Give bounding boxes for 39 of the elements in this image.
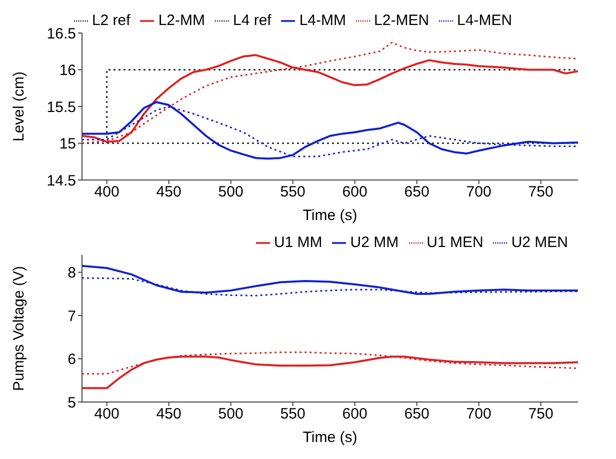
y-tick-label: 15	[59, 136, 76, 153]
legend-label: L4 ref	[232, 12, 272, 29]
x-tick-label: 550	[280, 406, 306, 423]
x-tick-label: 600	[342, 184, 368, 201]
legend-label: U2 MM	[350, 234, 399, 251]
y-tick-label: 6	[68, 351, 76, 368]
legend-label: L4-MM	[299, 12, 346, 29]
x-tick-label: 550	[280, 184, 306, 201]
legend-label: L2 ref	[92, 12, 130, 29]
y-tick-label: 16.5	[46, 25, 76, 42]
x-tick-label: 650	[404, 184, 430, 201]
x-tick-label: 750	[528, 406, 554, 423]
y-tick-label: 8	[68, 264, 76, 282]
legend-label: U2 MEN	[511, 234, 568, 251]
x-tick-label: 450	[156, 184, 182, 201]
legend-label: U1 MM	[274, 234, 322, 251]
x-tick-label: 400	[94, 406, 120, 423]
y-tick-label: 7	[68, 308, 76, 325]
y-tick-label: 15.5	[46, 98, 76, 116]
y-tick-label: 5	[68, 394, 76, 412]
x-tick-label: 500	[218, 406, 244, 423]
x-axis-title: Time (s)	[302, 429, 358, 446]
y-axis-title: Level (cm)	[10, 71, 28, 142]
legend-label: L2-MEN	[374, 12, 430, 29]
x-tick-label: 700	[466, 406, 492, 423]
x-tick-label: 750	[528, 184, 554, 201]
x-tick-label: 600	[342, 406, 368, 423]
x-axis-title: Time (s)	[302, 207, 358, 224]
legend-label: L2-MM	[158, 12, 205, 29]
y-axis-title: Pumps Voltage (V)	[10, 266, 28, 392]
x-tick-label: 700	[466, 184, 492, 201]
y-tick-label: 14.5	[46, 172, 76, 190]
x-tick-label: 650	[404, 406, 430, 423]
legend-label: L4-MEN	[457, 12, 512, 29]
y-tick-label: 16	[59, 62, 76, 80]
x-tick-label: 500	[218, 184, 244, 201]
x-tick-label: 400	[94, 184, 120, 201]
x-tick-label: 450	[156, 406, 182, 423]
legend-label: U1 MEN	[426, 234, 484, 251]
